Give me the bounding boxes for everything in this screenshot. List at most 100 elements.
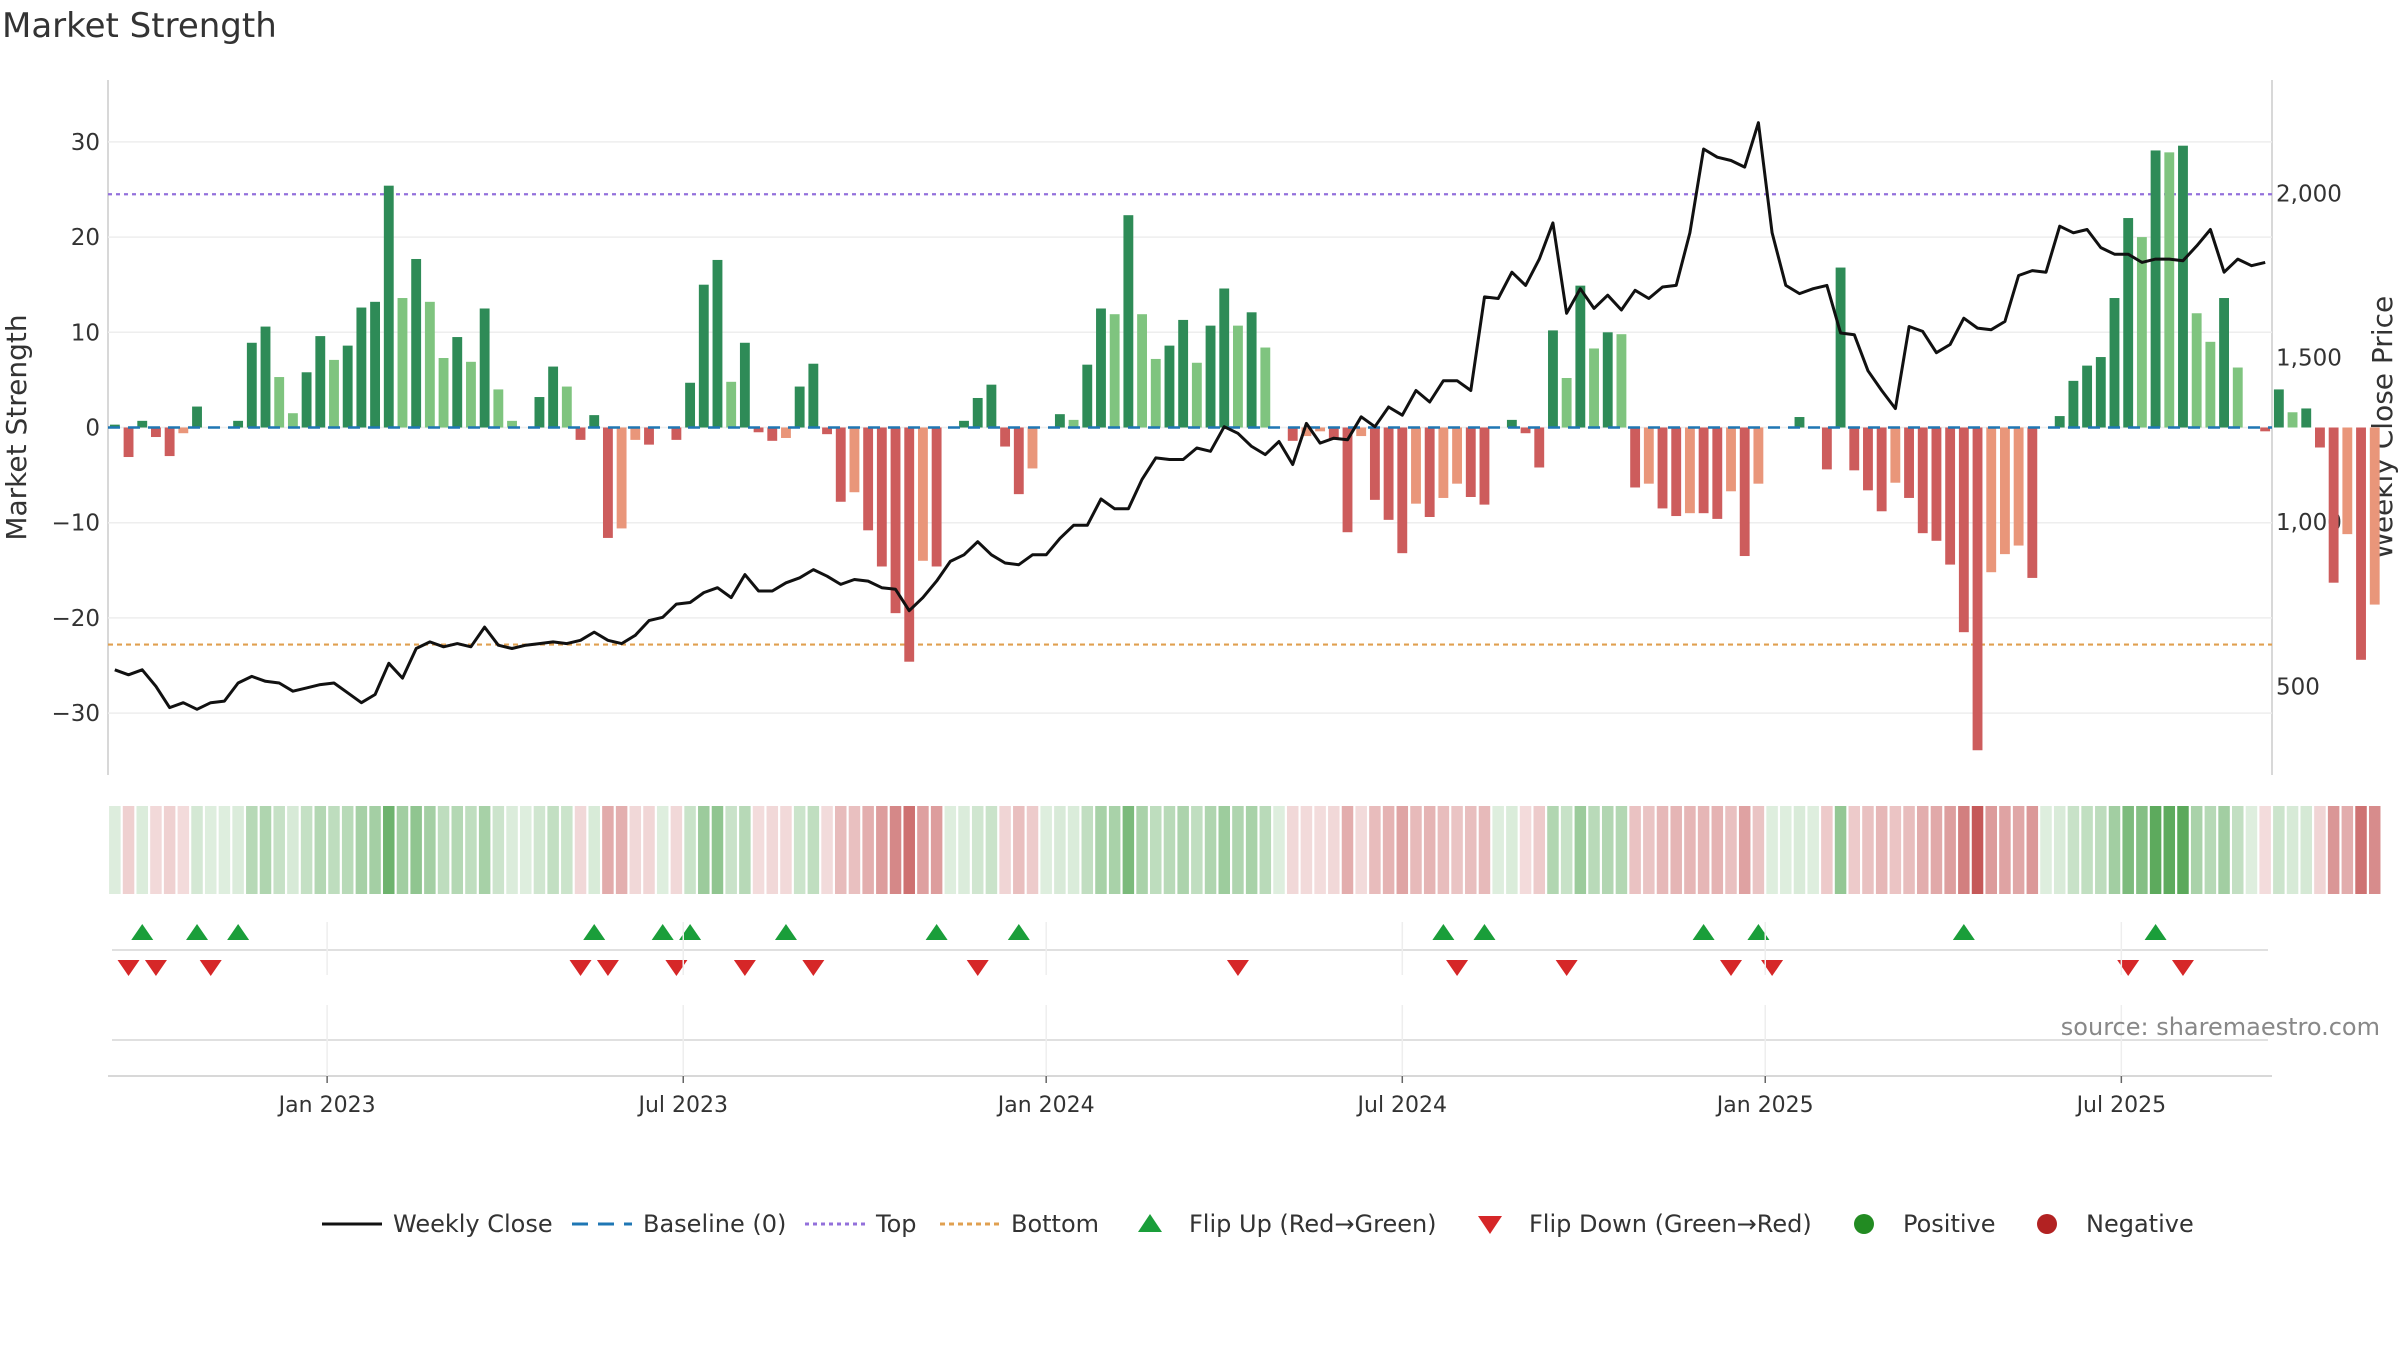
x-tick-label: Jul 2025 — [2075, 1093, 2167, 1118]
legend-swatch-flip-down — [1478, 1216, 1502, 1234]
heat-strip-cell — [314, 806, 327, 894]
strength-bar — [2301, 408, 2312, 428]
strength-bar — [835, 427, 846, 502]
x-tick-label: Jan 2025 — [1715, 1093, 1814, 1118]
heat-strip-cell — [1643, 806, 1655, 894]
y2-tick-label: 500 — [2276, 674, 2320, 700]
heat-strip-cell — [246, 806, 258, 894]
strength-bar — [1684, 427, 1695, 514]
legend-swatch-dot — [1854, 1214, 1874, 1234]
strength-bar — [1027, 427, 1038, 469]
strength-bar — [1164, 345, 1175, 428]
heat-strip-cell — [848, 806, 861, 894]
strength-bar — [2136, 237, 2147, 428]
heat-strip-cell — [1547, 806, 1559, 894]
heat-strip-cell — [1821, 806, 1833, 894]
strength-bar — [1575, 285, 1586, 428]
strength-bar — [246, 342, 257, 428]
strength-bar — [164, 427, 175, 457]
heat-strip-cell — [1067, 806, 1080, 894]
strength-bar — [452, 337, 463, 428]
heat-strip-cell — [1396, 806, 1409, 894]
strength-bar — [1315, 427, 1326, 432]
strength-bar — [2013, 427, 2024, 546]
heat-strip-cell — [684, 806, 696, 894]
strength-bar — [1602, 332, 1613, 428]
strength-bar — [1424, 427, 1435, 517]
heat-strip-cell — [1218, 806, 1230, 894]
flip-up-marker — [1952, 924, 1975, 940]
strength-bar — [1465, 427, 1476, 497]
strength-bar — [644, 427, 654, 445]
heat-strip-cell — [1560, 806, 1573, 894]
heat-strip-cell — [1300, 806, 1313, 894]
strength-bar — [2232, 367, 2243, 428]
flip-up-marker — [925, 924, 948, 940]
strength-bar — [1548, 330, 1558, 428]
heat-strip-cell — [1725, 806, 1737, 894]
strength-bar — [794, 386, 805, 428]
heat-strip-cell — [2300, 806, 2312, 894]
strength-bar — [876, 427, 887, 567]
heat-strip-cell — [1163, 806, 1176, 894]
heat-strip-cell — [2232, 806, 2244, 894]
flip-down-marker — [1446, 960, 1469, 976]
heat-strip-cell — [341, 806, 354, 894]
heat-strip-cell — [1889, 806, 1902, 894]
flip-down-marker — [117, 960, 140, 976]
legend-label: Positive — [1903, 1210, 1996, 1238]
strength-bar — [2315, 427, 2325, 448]
heat-strip-cell — [1738, 806, 1751, 894]
strength-bar — [1753, 427, 1764, 484]
heat-strip-cell — [1013, 806, 1025, 894]
strength-bar — [1986, 427, 1997, 573]
heat-strip-cell — [958, 806, 970, 894]
heat-strip-cell — [615, 806, 628, 894]
heat-strip-cell — [1848, 806, 1861, 894]
heat-strip-cell — [971, 806, 984, 894]
heat-strip-cell — [725, 806, 737, 894]
strength-bar — [507, 420, 517, 428]
strength-bar — [356, 307, 367, 428]
heat-strip-cell — [506, 806, 518, 894]
heat-strip-cell — [1684, 806, 1696, 894]
strength-bar — [2178, 145, 2188, 428]
heat-strip-cell — [1615, 806, 1628, 894]
y2-tick-label: 2,000 — [2276, 181, 2342, 207]
strength-bar — [986, 384, 997, 428]
heat-strip-cell — [1971, 806, 1984, 894]
strength-bar — [1301, 427, 1312, 437]
strength-bar — [329, 359, 339, 428]
strength-bar — [1739, 427, 1750, 557]
heat-strip-cell — [1985, 806, 1997, 894]
strength-bar — [1972, 427, 1983, 751]
strength-bar — [739, 342, 750, 428]
strength-bar — [315, 336, 326, 428]
legend: Weekly Close Baseline (0) Top Bottom Flip Up… — [322, 1210, 2194, 1238]
flip-down-marker — [1761, 960, 1784, 976]
heat-strip-cell — [2245, 806, 2258, 894]
heat-strip-cell — [1670, 806, 1682, 894]
flip-down-marker — [569, 960, 592, 976]
flip-down-marker — [1226, 960, 1249, 976]
legend-label: Bottom — [1011, 1210, 1099, 1238]
strength-bar — [466, 361, 476, 428]
strength-bar — [1835, 267, 1846, 428]
strength-bar — [1246, 312, 1257, 428]
strength-bar — [1657, 427, 1668, 509]
heat-strip-cell — [903, 806, 915, 894]
heat-strip-cell — [1191, 806, 1203, 894]
strength-bar — [781, 427, 791, 438]
strength-bar — [370, 301, 381, 428]
strength-bar — [1863, 427, 1873, 491]
heat-strip-cell — [2095, 806, 2107, 894]
heat-strip-cell — [355, 806, 368, 894]
x-tick-label: Jan 2024 — [996, 1093, 1095, 1118]
chart-title: Market Strength — [2, 6, 277, 46]
legend-label: Flip Up (Red→Green) — [1189, 1210, 1437, 1238]
strength-bar — [178, 427, 189, 434]
heat-strip-cell — [1601, 806, 1614, 894]
heat-strip-cell — [533, 806, 546, 894]
flip-down-marker — [596, 960, 619, 976]
